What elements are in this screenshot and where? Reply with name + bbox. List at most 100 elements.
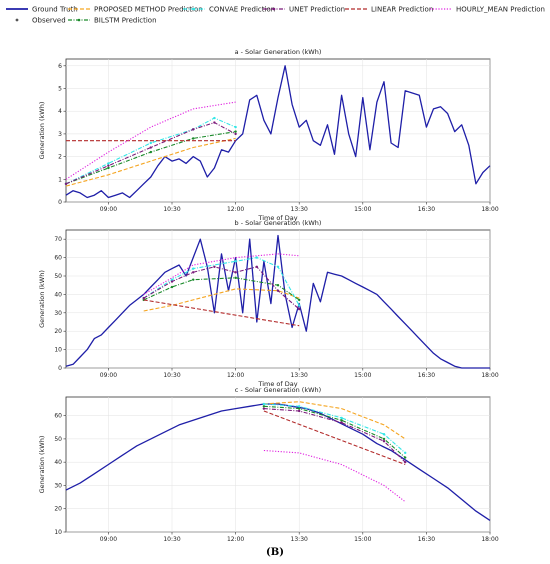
x-tick-label: 18:00 [481, 372, 498, 379]
legend-label-gt: Ground Truth [32, 6, 78, 14]
y-tick-label: 10 [54, 529, 62, 536]
point-unet [149, 146, 152, 149]
y-tick-label: 20 [54, 506, 62, 513]
y-axis-label: Generation (kWh) [38, 270, 46, 328]
plot-area [65, 396, 491, 533]
legend-entry-linear: LINEAR Prediction [345, 6, 433, 14]
point-convae [170, 278, 174, 281]
point-convae [298, 405, 301, 408]
x-tick-label: 10:30 [163, 372, 180, 379]
legend-entry-gt: Ground Truth [6, 6, 78, 14]
x-axis-label: Time of Day [257, 214, 297, 222]
y-tick-label: 10 [54, 347, 62, 354]
x-tick-label: 09:00 [100, 536, 117, 543]
point-convae [255, 256, 258, 259]
series-line-linear [143, 299, 300, 327]
legend-label-unet: UNET Prediction [289, 6, 345, 14]
point-unet [404, 460, 407, 464]
x-tick-label: 09:00 [100, 372, 117, 379]
point-convae [404, 451, 407, 455]
legend: Ground Truth Observed PROPOSED METHOD Pred… [6, 6, 545, 25]
y-tick-label: 3 [58, 131, 62, 138]
chart-title: a - Solar Generation (kWh) [235, 48, 322, 56]
series-line-unet [143, 266, 300, 310]
x-axis-label: Time of Day [257, 380, 297, 388]
point-unet [107, 164, 110, 167]
point-unet [298, 307, 301, 311]
legend-marker-unet [272, 7, 276, 11]
legend-entry-unet: UNET Prediction [263, 6, 345, 14]
series-line-gt [65, 65, 491, 199]
series-line-proposed [263, 401, 406, 440]
y-tick-label: 40 [54, 291, 62, 298]
point-convae [298, 304, 301, 307]
series-line-hourly [65, 101, 236, 180]
point-bilstm [234, 276, 237, 280]
point-unet [192, 271, 195, 274]
x-tick-label: 13:30 [291, 536, 308, 543]
legend-entry-proposed: PROPOSED METHOD Prediction [68, 6, 203, 14]
legend-marker-obs [15, 18, 19, 22]
legend-entry-convae: CONVAE Prediction [183, 6, 275, 14]
chart-panels: 09:00 10:30 12:00 13:30 15:00 16:30 18:00 0 1 2 3 4… [38, 48, 499, 543]
point-bilstm [404, 456, 407, 459]
point-bilstm [262, 405, 266, 408]
point-unet [234, 132, 237, 136]
legend-label-proposed: PROPOSED METHOD Prediction [94, 6, 203, 14]
x-tick-label: 15:00 [354, 536, 371, 543]
chart-panel-3: 09:00 10:30 12:00 13:30 15:00 16:30 18:00 10 20 3… [38, 386, 499, 543]
y-tick-label: 4 [58, 108, 62, 115]
chart-panel-1: 09:00 10:30 12:00 13:30 15:00 16:30 18:00 0 1 2 3 4… [38, 48, 499, 222]
y-tick-label: 30 [54, 482, 62, 489]
point-bilstm [298, 407, 301, 410]
point-bilstm [340, 419, 343, 422]
point-unet [213, 121, 216, 124]
y-tick-label: 40 [54, 459, 62, 466]
y-tick-label: 60 [54, 413, 62, 420]
plot-area [65, 229, 491, 369]
chart-title: b - Solar Generation (kWh) [235, 219, 322, 227]
x-tick-label: 18:00 [481, 536, 498, 543]
point-convae [213, 116, 216, 120]
point-convae [192, 267, 195, 270]
point-unet [262, 407, 266, 410]
y-tick-label: 70 [54, 236, 62, 243]
point-convae [107, 162, 110, 165]
y-tick-label: 30 [54, 310, 62, 317]
point-unet [234, 271, 237, 274]
point-unet [298, 409, 301, 413]
legend-entry-hourly: HOURLY_MEAN Prediction [430, 6, 545, 14]
x-tick-label: 10:30 [163, 206, 180, 213]
series-line-proposed [143, 288, 300, 312]
series-line-bilstm [143, 277, 300, 301]
point-unet [170, 280, 174, 283]
point-bilstm [192, 278, 195, 281]
y-tick-label: 0 [58, 199, 62, 206]
legend-marker-convae [192, 7, 196, 11]
point-unet [255, 265, 258, 268]
point-unet [213, 265, 216, 268]
series-line-gt [65, 403, 491, 521]
x-tick-label: 10:30 [163, 536, 180, 543]
x-tick-label: 13:30 [291, 206, 308, 213]
point-convae [262, 402, 266, 406]
legend-label-obs: Observed [32, 17, 66, 25]
point-unet [276, 289, 280, 292]
y-tick-label: 1 [58, 176, 62, 183]
series-line-convae [263, 403, 406, 454]
legend-entry-obs: Observed [15, 17, 66, 25]
y-tick-label: 20 [54, 328, 62, 335]
y-tick-label: 50 [54, 436, 62, 443]
point-bilstm [192, 137, 195, 140]
x-tick-label: 18:00 [481, 206, 498, 213]
x-tick-label: 15:00 [354, 372, 371, 379]
y-tick-label: 50 [54, 273, 62, 280]
point-convae [234, 260, 237, 263]
series-line-unet [65, 122, 236, 185]
point-convae [149, 141, 152, 145]
point-bilstm [276, 284, 280, 287]
point-unet [382, 440, 386, 443]
figure-caption: (B) [266, 547, 284, 558]
series-line-linear [263, 410, 406, 466]
